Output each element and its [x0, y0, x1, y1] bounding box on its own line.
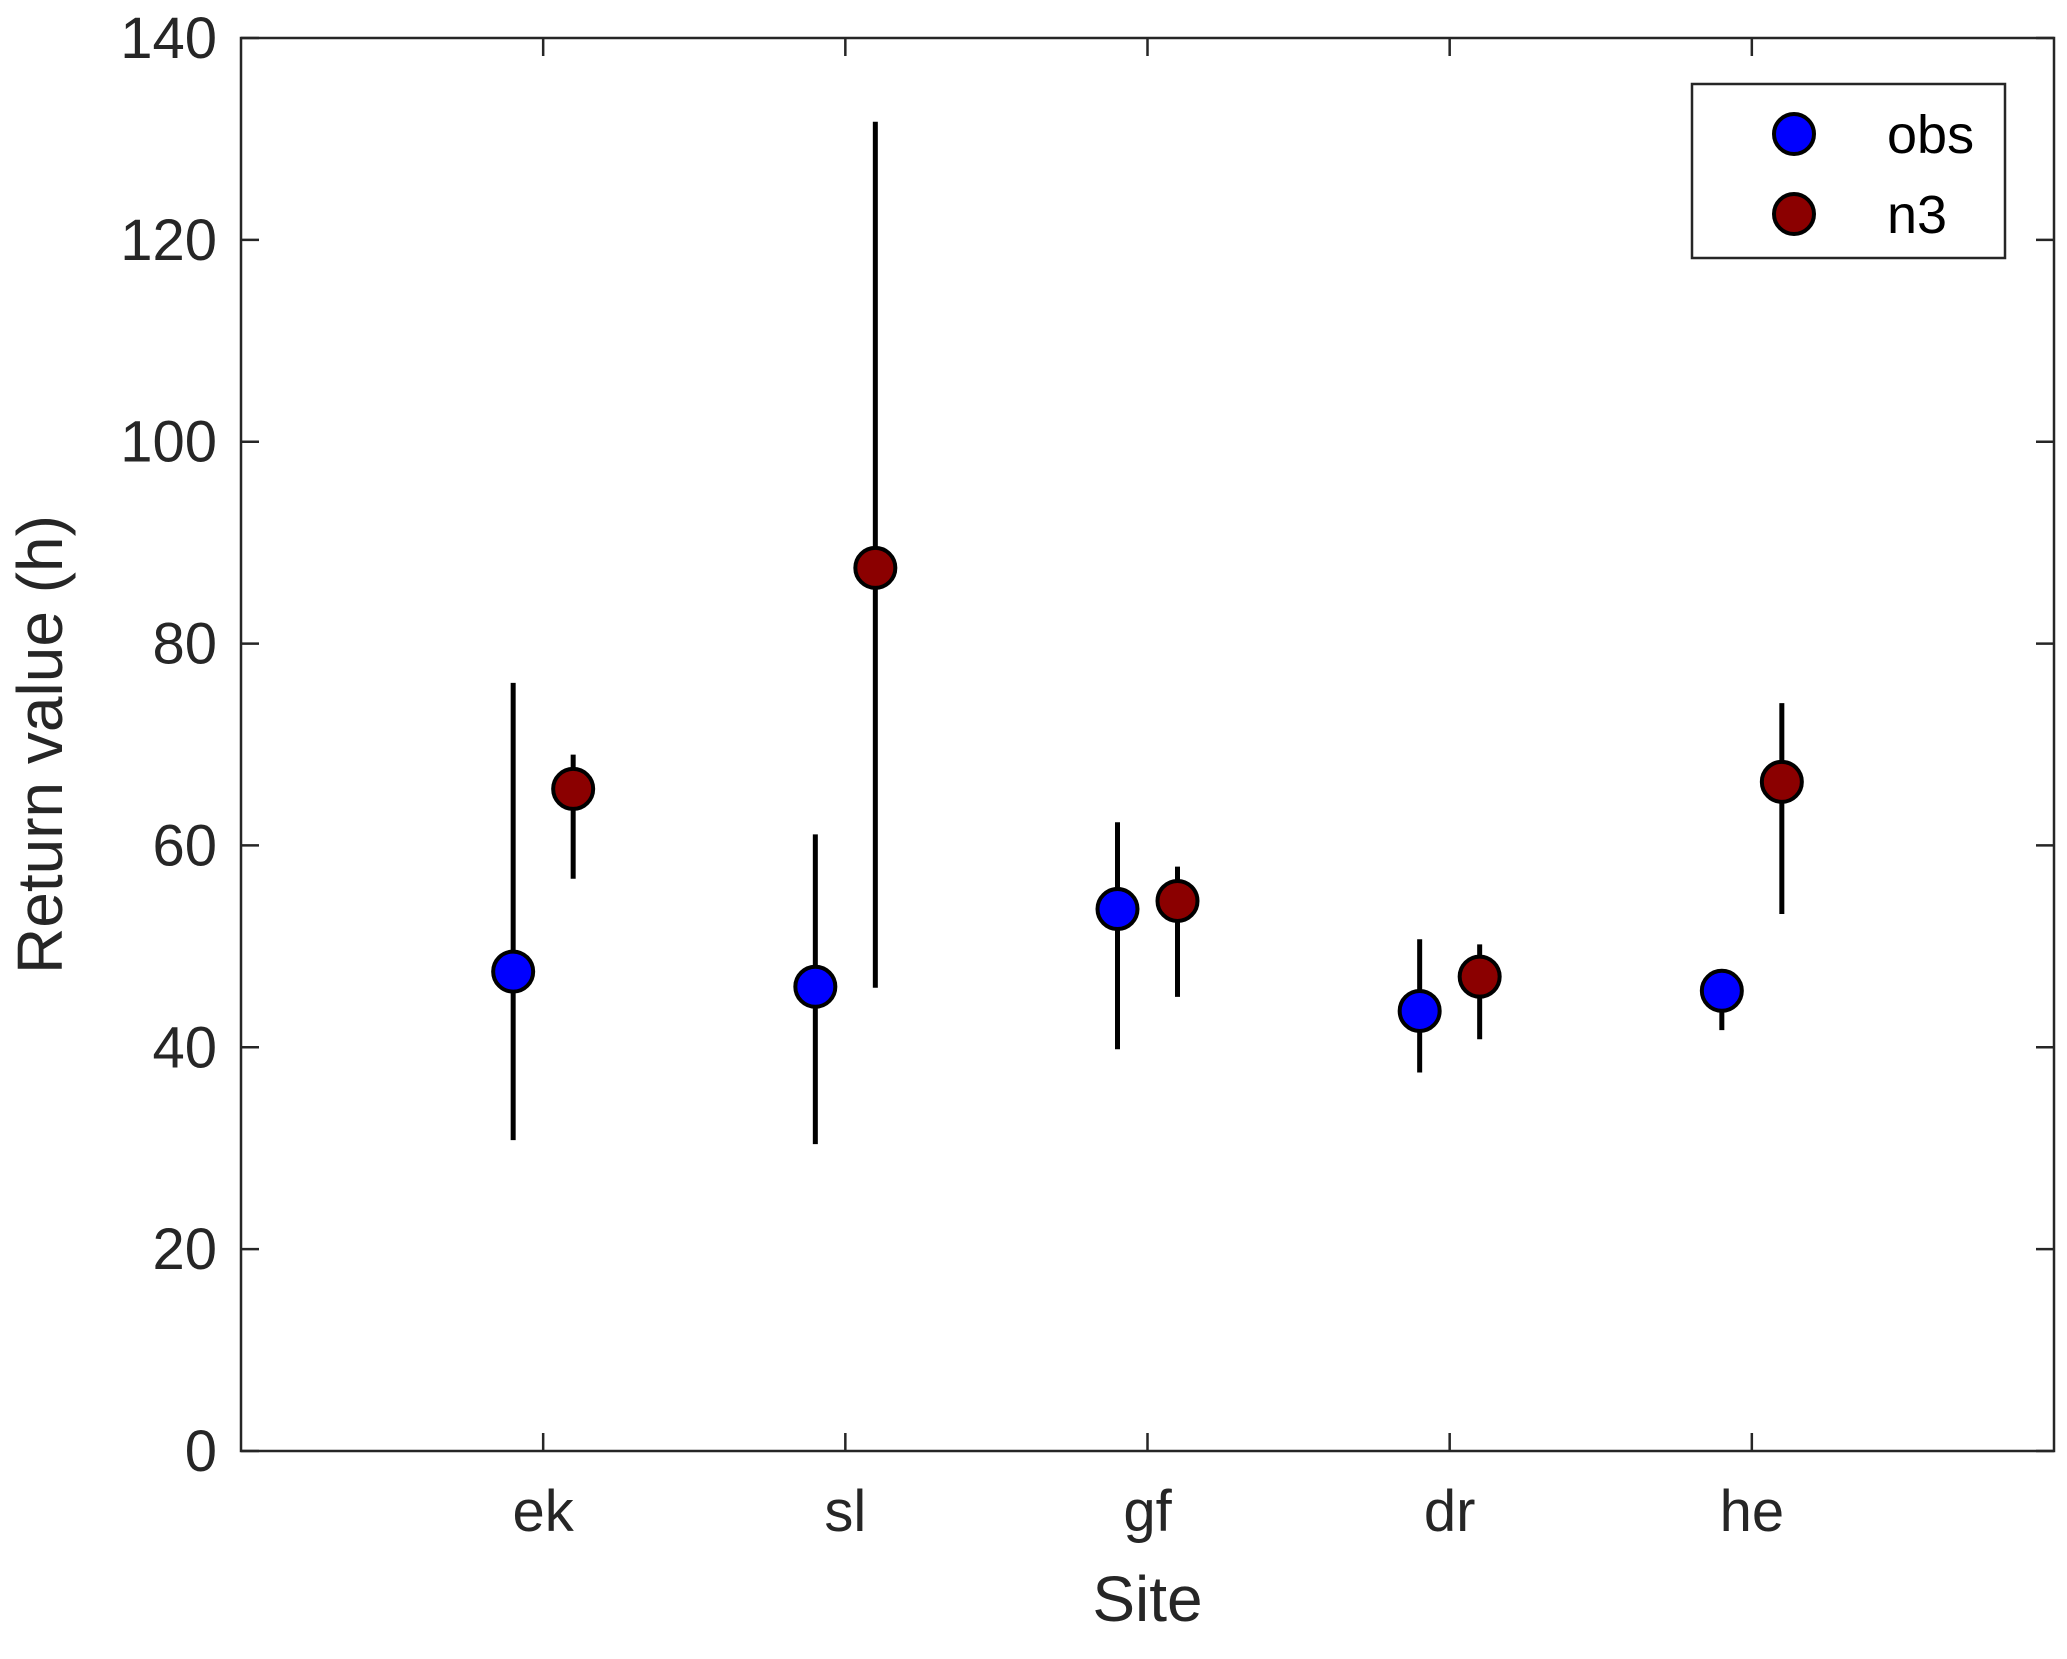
- y-tick-label: 120: [120, 208, 217, 273]
- legend: obs n3: [1690, 82, 2007, 260]
- x-tick-label: ek: [513, 1479, 575, 1544]
- marker-obs-dr: [1397, 988, 1442, 1033]
- y-tick-label: 0: [185, 1419, 217, 1484]
- y-tick-label: 140: [120, 6, 217, 71]
- marker-n3-he: [1759, 759, 1804, 804]
- legend-label-n3: n3: [1887, 185, 1947, 245]
- y-tick-label: 20: [152, 1217, 217, 1282]
- y-tick-label: 60: [152, 813, 217, 878]
- marker-obs-sl: [793, 964, 838, 1009]
- marker-n3-sl: [853, 545, 898, 590]
- y-tick-label: 40: [152, 1015, 217, 1080]
- y-axis-title: Return value (h): [4, 515, 76, 974]
- axes: 0 20 40 60 80 100 120 140 ek sl gf dr he: [120, 6, 2054, 1544]
- x-tick-label: he: [1720, 1479, 1785, 1544]
- marker-n3-ek: [551, 766, 596, 811]
- legend-box: [1690, 82, 2007, 260]
- legend-marker-obs: [1772, 112, 1816, 156]
- marker-obs-he: [1699, 968, 1744, 1013]
- y-tick-label: 80: [152, 612, 217, 677]
- y-tick-label: 100: [120, 410, 217, 475]
- legend-label-obs: obs: [1887, 105, 1974, 165]
- x-tick-label: sl: [824, 1479, 866, 1544]
- x-tick-label: dr: [1424, 1479, 1476, 1544]
- legend-marker-n3: [1772, 192, 1816, 236]
- x-tick-label: gf: [1123, 1479, 1172, 1544]
- marker-obs-ek: [491, 949, 536, 994]
- marker-n3-dr: [1457, 954, 1502, 999]
- marker-obs-gf: [1095, 887, 1140, 932]
- data-markers: [491, 545, 1804, 1033]
- marker-n3-gf: [1155, 878, 1200, 923]
- x-axis-title: Site: [1092, 1563, 1202, 1635]
